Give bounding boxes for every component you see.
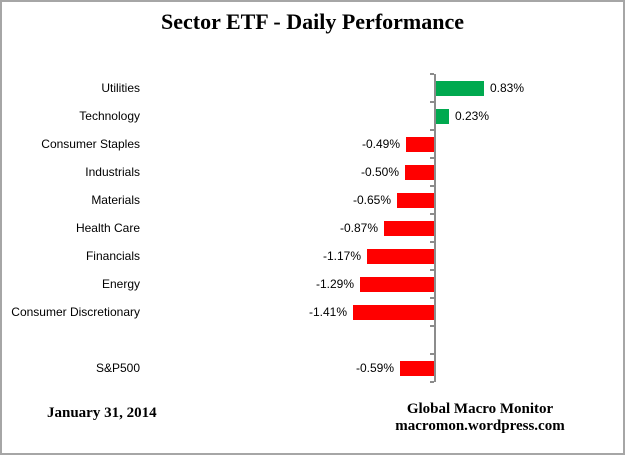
footer-credit-line1: Global Macro Monitor: [406, 401, 554, 417]
axis-tick: [430, 381, 434, 383]
value-label: 0.83%: [490, 81, 525, 95]
bar: [400, 361, 434, 376]
axis-tick: [430, 297, 434, 299]
value-label: -1.17%: [322, 249, 361, 263]
value-label: -1.41%: [308, 305, 347, 319]
bar: [436, 81, 484, 96]
category-label: Health Care: [75, 221, 140, 235]
axis-tick: [430, 325, 434, 327]
bar: [406, 137, 434, 152]
value-label: 0.23%: [455, 109, 490, 123]
category-label: Consumer Staples: [41, 137, 140, 151]
axis-tick: [430, 157, 434, 159]
value-label: -0.65%: [352, 193, 391, 207]
axis-tick: [430, 101, 434, 103]
category-label: Materials: [91, 193, 140, 207]
value-label: -0.59%: [355, 361, 394, 375]
value-label: -0.49%: [361, 137, 400, 151]
bar: [360, 277, 434, 292]
category-label: Technology: [79, 109, 140, 123]
axis-tick: [430, 73, 434, 75]
value-label: -1.29%: [315, 277, 354, 291]
bar: [436, 109, 449, 124]
bar: [384, 221, 434, 236]
footer-credit-line2: macromon.wordpress.com: [395, 418, 565, 434]
bar: [367, 249, 434, 264]
axis-tick: [430, 213, 434, 215]
category-label: Financials: [85, 249, 140, 263]
category-label: Consumer Discretionary: [11, 305, 140, 319]
axis-tick: [430, 129, 434, 131]
footer-date: January 31, 2014: [47, 405, 157, 421]
value-label: -0.50%: [360, 165, 399, 179]
category-label: Energy: [101, 277, 140, 291]
value-axis: [434, 74, 436, 382]
bar: [397, 193, 434, 208]
value-label: -0.87%: [339, 221, 378, 235]
bar: [405, 165, 434, 180]
chart-title: Sector ETF - Daily Performance: [160, 9, 464, 34]
category-label: S&P500: [95, 361, 140, 375]
axis-tick: [430, 185, 434, 187]
category-label: Industrials: [85, 165, 140, 179]
bar: [353, 305, 434, 320]
axis-tick: [430, 269, 434, 271]
category-label: Utilities: [101, 81, 140, 95]
footer-credit: Global Macro Monitor macromon.wordpress.…: [370, 401, 590, 435]
axis-tick: [430, 353, 434, 355]
axis-tick: [430, 241, 434, 243]
